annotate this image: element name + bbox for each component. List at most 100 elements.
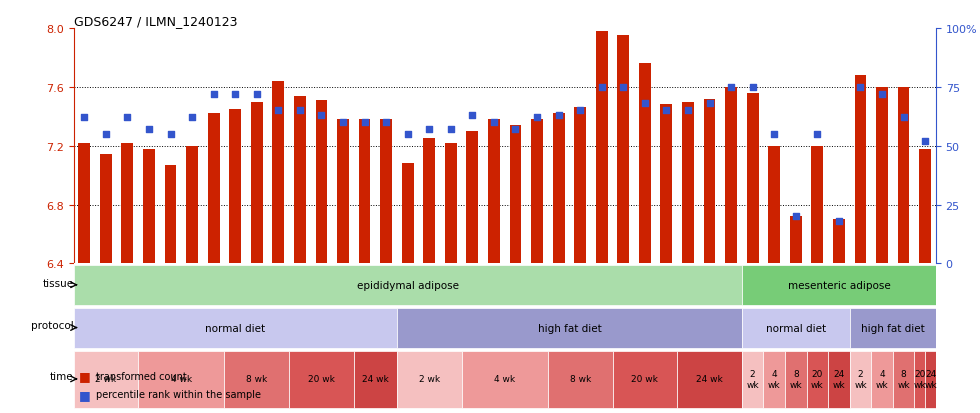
Bar	[785, 351, 807, 408]
Bar	[898, 88, 909, 264]
Bar	[742, 308, 850, 348]
Text: 2
wk: 2 wk	[747, 369, 759, 389]
Bar	[165, 165, 176, 264]
Bar	[704, 100, 715, 264]
Bar	[574, 108, 586, 264]
Bar	[850, 308, 936, 348]
Point	[594, 84, 610, 91]
Point	[314, 112, 329, 119]
Point	[76, 115, 92, 121]
Point	[508, 126, 523, 133]
Bar	[612, 351, 677, 408]
Text: transformed count: transformed count	[96, 371, 187, 381]
Point	[270, 108, 286, 114]
Bar	[337, 120, 349, 264]
Bar	[74, 266, 742, 306]
Bar	[316, 101, 327, 264]
Bar	[790, 217, 802, 264]
Bar	[925, 351, 936, 408]
Point	[227, 91, 243, 98]
Bar	[639, 64, 651, 264]
Point	[680, 108, 696, 114]
Text: epididymal adipose: epididymal adipose	[357, 280, 459, 290]
Bar	[380, 120, 392, 264]
Text: 24
wk: 24 wk	[924, 369, 937, 389]
Point	[831, 218, 847, 225]
Bar	[466, 132, 478, 264]
Text: ■: ■	[78, 369, 90, 382]
Bar	[74, 308, 397, 348]
Text: 8 wk: 8 wk	[569, 375, 591, 384]
Text: protocol: protocol	[30, 320, 74, 331]
Point	[421, 126, 437, 133]
Bar	[510, 126, 521, 264]
Point	[896, 115, 911, 121]
Point	[378, 119, 394, 126]
Text: 24 wk: 24 wk	[362, 375, 389, 384]
Bar	[807, 351, 828, 408]
Bar	[74, 351, 138, 408]
Bar	[445, 143, 457, 264]
Point	[120, 115, 135, 121]
Bar	[138, 351, 224, 408]
Bar	[596, 32, 608, 264]
Text: percentile rank within the sample: percentile rank within the sample	[96, 389, 261, 399]
Bar	[531, 120, 543, 264]
Point	[615, 84, 631, 91]
Point	[745, 84, 760, 91]
Bar	[548, 351, 612, 408]
Text: tissue: tissue	[42, 278, 74, 288]
Bar	[186, 146, 198, 264]
Point	[529, 115, 545, 121]
Point	[659, 108, 674, 114]
Point	[206, 91, 221, 98]
Bar	[661, 105, 672, 264]
Bar	[272, 82, 284, 264]
Text: ■: ■	[78, 388, 90, 401]
Bar	[78, 143, 90, 264]
Text: high fat diet: high fat diet	[537, 323, 602, 333]
Bar	[742, 266, 936, 306]
Point	[443, 126, 459, 133]
Text: 20 wk: 20 wk	[631, 375, 659, 384]
Text: time: time	[50, 371, 74, 381]
Bar	[488, 120, 500, 264]
Point	[486, 119, 502, 126]
Text: 24 wk: 24 wk	[696, 375, 723, 384]
Text: 20
wk: 20 wk	[811, 369, 823, 389]
Bar	[725, 88, 737, 264]
Point	[572, 108, 588, 114]
Text: 8 wk: 8 wk	[246, 375, 268, 384]
Bar	[354, 351, 397, 408]
Bar	[768, 146, 780, 264]
Bar	[229, 109, 241, 264]
Bar	[828, 351, 850, 408]
Text: GDS6247 / ILMN_1240123: GDS6247 / ILMN_1240123	[74, 15, 237, 28]
Point	[917, 138, 933, 145]
Text: 2 wk: 2 wk	[95, 375, 117, 384]
Text: normal diet: normal diet	[765, 323, 826, 333]
Bar	[893, 351, 914, 408]
Bar	[876, 88, 888, 264]
Text: 8
wk: 8 wk	[898, 369, 909, 389]
Point	[400, 131, 416, 138]
Bar	[871, 351, 893, 408]
Bar	[617, 36, 629, 264]
Point	[141, 126, 157, 133]
Bar	[747, 93, 759, 264]
Bar	[833, 220, 845, 264]
Bar	[677, 351, 742, 408]
Text: 20
wk: 20 wk	[913, 369, 926, 389]
Bar	[143, 149, 155, 264]
Point	[292, 108, 308, 114]
Bar	[397, 351, 462, 408]
Bar	[208, 114, 220, 264]
Point	[637, 101, 653, 107]
Bar	[811, 146, 823, 264]
Bar	[855, 76, 866, 264]
Bar	[682, 102, 694, 264]
Bar	[914, 351, 925, 408]
Text: 4
wk: 4 wk	[768, 369, 780, 389]
Text: 20 wk: 20 wk	[308, 375, 335, 384]
Point	[788, 214, 804, 220]
